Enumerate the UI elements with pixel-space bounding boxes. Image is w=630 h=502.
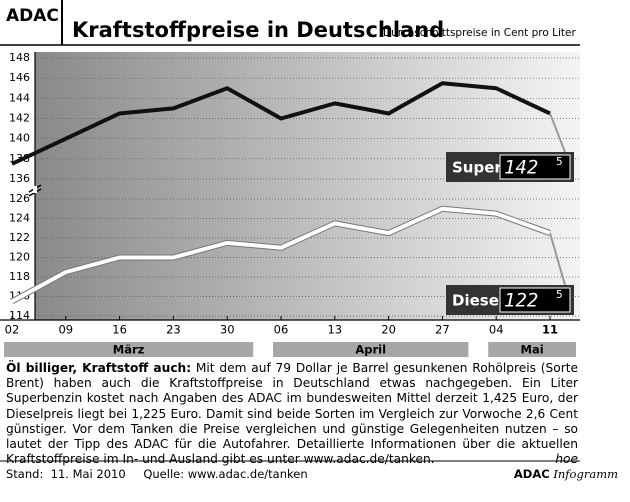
x-tick-label: 27	[435, 323, 450, 337]
source: Quelle: www.adac.de/tanken	[143, 467, 308, 481]
lead: Öl billiger, Kraftstoff auch:	[6, 361, 192, 375]
body: Mit dem auf 79 Dollar je Barrel gesunken…	[6, 361, 578, 467]
axis-break-gap	[33, 186, 37, 193]
x-tick-label: 16	[112, 323, 127, 337]
x-tick-label: 30	[220, 323, 235, 337]
display-sup: 5	[556, 155, 563, 168]
y-tick-label: 126	[9, 192, 30, 205]
title: Kraftstoffpreise in Deutschland	[72, 18, 444, 42]
series-line	[11, 81, 551, 166]
y-tick-label: 124	[9, 212, 30, 225]
display	[499, 154, 571, 180]
legend-label: Super	[452, 159, 502, 177]
y-tick-label: 144	[9, 91, 30, 104]
background-photo	[35, 52, 580, 320]
logo: ADAC	[6, 6, 59, 26]
y-tick-label: 114	[9, 309, 30, 322]
product: Infogramm	[553, 467, 618, 481]
month-band	[273, 342, 469, 357]
month-label: März	[113, 343, 145, 357]
x-tick-label: 13	[327, 323, 342, 337]
x-tick-label: 23	[166, 323, 181, 337]
y-tick-label: 120	[9, 251, 30, 264]
date: Stand: 11. Mai 2010	[6, 467, 126, 481]
month-band	[4, 342, 254, 357]
x-tick-label: 11	[542, 323, 558, 337]
display-value: 142	[504, 157, 538, 179]
x-tick-label: 09	[58, 323, 73, 337]
x-tick-label: 02	[5, 323, 20, 337]
y-tick-label: 148	[9, 51, 30, 64]
subtitle: Durchschnittspreise in Cent pro Liter	[383, 27, 576, 39]
legend-label: Diesel	[452, 292, 504, 310]
month-label: Mai	[521, 343, 544, 357]
y-tick-label: 146	[9, 71, 30, 84]
leader	[549, 232, 566, 286]
month-label: April	[355, 343, 386, 357]
y-tick-label: 142	[9, 112, 30, 125]
x-tick-label: 20	[381, 323, 396, 337]
footer: Stand: 11. Mai 2010 Quelle: www.adac.de/…	[6, 467, 618, 481]
y-tick-label: 122	[9, 231, 30, 244]
brand: ADAC	[513, 467, 550, 481]
y-tick-label: 140	[9, 132, 30, 145]
month-band	[488, 342, 576, 357]
y-tick-label: 118	[9, 270, 30, 283]
display-value: 122	[504, 290, 538, 312]
leader	[549, 113, 566, 153]
author: hoe	[555, 452, 578, 467]
display-sup: 5	[556, 288, 563, 301]
display	[499, 287, 571, 313]
x-tick-label: 06	[274, 323, 289, 337]
y-tick-label: 136	[9, 172, 30, 185]
article: Öl billiger, Kraftstoff auch: Mit dem au…	[6, 361, 578, 467]
series-line	[11, 206, 551, 304]
x-tick-label: 04	[489, 323, 504, 337]
